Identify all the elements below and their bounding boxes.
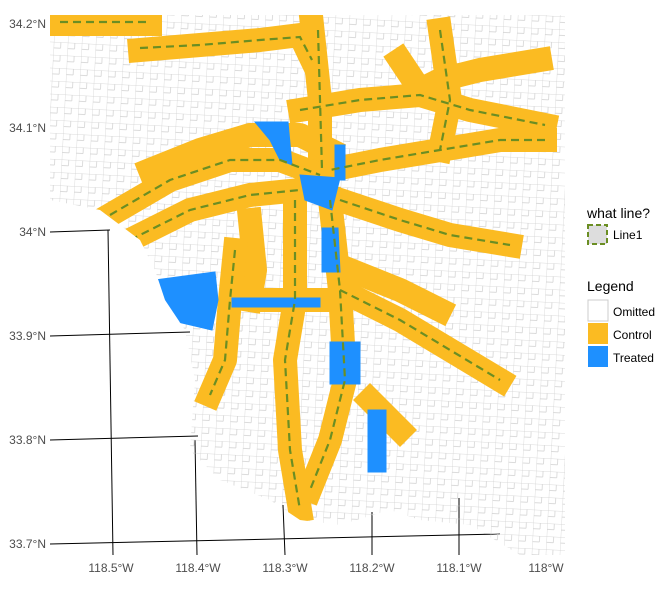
legend-label: Treated bbox=[613, 351, 654, 365]
y-tick-label: 33.7°N bbox=[9, 537, 46, 551]
legend-key bbox=[588, 346, 608, 367]
legend-key bbox=[587, 299, 609, 322]
y-tick-label: 34.2°N bbox=[9, 17, 46, 31]
y-tick-label: 33.8°N bbox=[9, 433, 46, 447]
line-legend-title: what line? bbox=[586, 205, 650, 221]
y-tick-label: 34°N bbox=[19, 225, 46, 239]
tract-map bbox=[50, 15, 565, 555]
x-tick-label: 118.4°W bbox=[175, 561, 221, 575]
y-tick-label: 33.9°N bbox=[9, 329, 46, 343]
x-tick-label: 118°W bbox=[528, 561, 564, 575]
legend-label: Control bbox=[613, 328, 652, 342]
x-tick-label: 118.3°W bbox=[262, 561, 308, 575]
treated-tracts bbox=[154, 121, 387, 473]
y-tick-label: 34.1°N bbox=[9, 121, 46, 135]
line-legend-label: Line1 bbox=[613, 228, 643, 242]
line-legend-key bbox=[587, 224, 608, 245]
legend-key bbox=[588, 323, 608, 344]
line1-route bbox=[60, 20, 546, 511]
x-tick-label: 118.1°W bbox=[436, 561, 482, 575]
x-tick-label: 118.5°W bbox=[88, 561, 134, 575]
legend-label: Omitted bbox=[613, 305, 655, 319]
legend-title: Legend bbox=[587, 278, 634, 294]
x-tick-label: 118.2°W bbox=[349, 561, 395, 575]
grid-lines bbox=[49, 229, 501, 556]
